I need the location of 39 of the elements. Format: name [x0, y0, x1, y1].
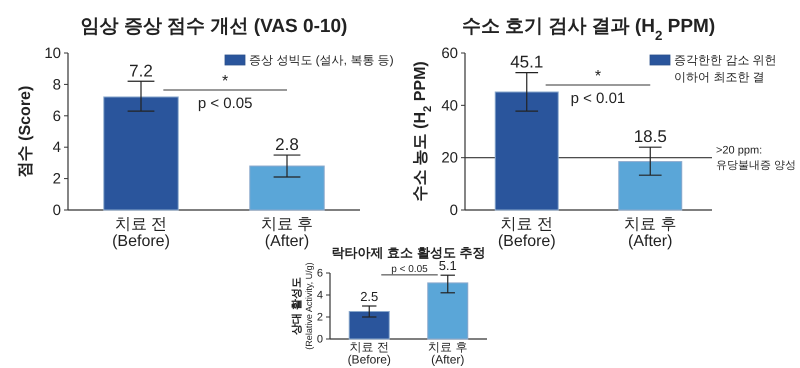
- y-axis-title: 점수 (Score): [17, 86, 34, 178]
- y-tick-label: 4: [52, 139, 61, 156]
- data-label: 2.8: [275, 135, 299, 154]
- x-tick-label: 치료 후 (After): [428, 340, 468, 367]
- annotation: p < 0.05: [391, 264, 428, 275]
- x-tick-label: 치료 전 (Before): [348, 340, 391, 367]
- x-tick-label: 치료 전 (Before): [498, 216, 556, 250]
- y-axis-title: 상대 활성도 (Relative Activity, U/g): [291, 262, 314, 350]
- data-label: 2.5: [360, 289, 378, 304]
- y-tick-label: 6: [52, 108, 61, 125]
- annotation: p < 0.01: [570, 90, 626, 107]
- y-tick-label: 40: [441, 97, 458, 114]
- x-tick-label: 치료 전 (Before): [112, 216, 170, 250]
- y-tick-label: 0: [450, 202, 458, 220]
- annotation: *: [222, 72, 228, 90]
- data-label: 18.5: [634, 127, 667, 146]
- annotation: p < 0.05: [198, 94, 252, 112]
- y-tick-label: 0: [316, 334, 323, 346]
- x-tick-label: 치료 후 (After): [624, 216, 676, 250]
- x-tick-label: 치료 후 (After): [260, 216, 314, 250]
- y-tick-label: 4: [316, 290, 323, 302]
- data-label: 45.1: [510, 52, 544, 72]
- chart-title: 임상 증상 점수 개선 (VAS 0-10): [80, 16, 348, 37]
- y-tick-label: 10: [44, 45, 61, 62]
- y-tick-label: 20: [441, 150, 458, 167]
- data-label: 5.1: [438, 258, 457, 274]
- chart-title: 락타아제 효소 활성도 추정: [332, 245, 486, 260]
- data-label: 7.2: [129, 61, 153, 80]
- y-tick-label: 2: [316, 312, 323, 324]
- chart-title: 수소 호기 검사 결과 (H$_{2}$ PPM): [462, 16, 716, 42]
- y-tick-label: 8: [52, 76, 61, 94]
- ref-line-label: >20 ppm: 유당불내증 양성: [716, 144, 796, 172]
- annotation: *: [594, 68, 602, 85]
- legend-label: 증각한한 감소 위헌 이하어 최조한 결: [674, 53, 777, 84]
- legend-label: 증상 성빅도 (설사, 복통 등): [249, 53, 394, 67]
- y-tick-label: 2: [52, 170, 61, 188]
- y-tick-label: 6: [316, 268, 323, 280]
- y-tick-label: 60: [441, 45, 458, 62]
- y-tick-label: 0: [52, 202, 61, 220]
